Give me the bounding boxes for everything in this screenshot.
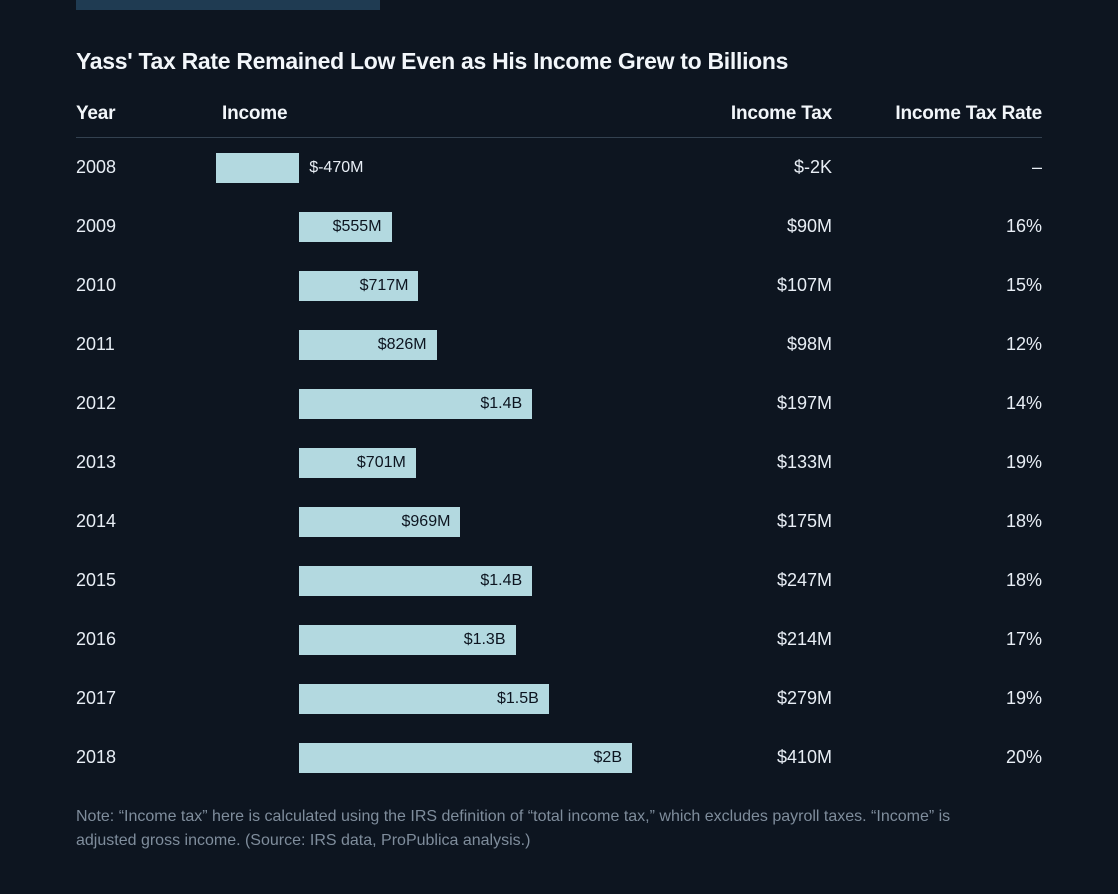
table-row: 2016 $1.3B $214M17% [76,610,1042,669]
income-table: Year Income Income Tax Income Tax Rate 2… [76,103,1042,787]
cell-income-tax: $175M [632,511,832,532]
income-bar: $2B [299,743,632,773]
income-bar: $1.5B [299,684,549,714]
cell-income-tax: $90M [632,216,832,237]
income-bar-cell: $969M [216,507,632,537]
income-bar-label: $826M [378,336,427,354]
cell-year: 2011 [76,334,216,355]
table-row: 2012 $1.4B $197M14% [76,374,1042,433]
income-bar: $826M [299,330,436,360]
cell-income-tax: $197M [632,393,832,414]
income-bar-cell: $1.3B [216,625,632,655]
income-bar: $555M [299,212,391,242]
table-row: 2015 $1.4B $247M18% [76,551,1042,610]
cell-tax-rate: 18% [832,570,1042,591]
income-bar-cell: $555M [216,212,632,242]
cell-tax-rate: 20% [832,747,1042,768]
income-bar-cell: $701M [216,448,632,478]
income-bar-label: $1.4B [480,395,522,413]
table-row: 2018 $2B $410M20% [76,728,1042,787]
income-bar-cell: $1.5B [216,684,632,714]
cell-tax-rate: 16% [832,216,1042,237]
table-body: 2008$-470M$-2K–2009$555M$90M16%2010$717M… [76,138,1042,787]
table-row: 2008$-470M$-2K– [76,138,1042,197]
table-row: 2014 $969M $175M18% [76,492,1042,551]
cell-year: 2009 [76,216,216,237]
income-bar-label: $717M [360,277,409,295]
top-accent-bar [76,0,380,10]
income-bar-cell: $1.4B [216,566,632,596]
cell-tax-rate: 14% [832,393,1042,414]
cell-income-tax: $410M [632,747,832,768]
income-bar-cell: $-470M [216,153,632,183]
cell-year: 2014 [76,511,216,532]
cell-tax-rate: – [832,157,1042,178]
chart-container: Yass' Tax Rate Remained Low Even as His … [0,0,1118,853]
income-bar: $701M [299,448,416,478]
income-bar: $1.4B [299,389,532,419]
cell-tax-rate: 19% [832,688,1042,709]
income-bar: $1.4B [299,566,532,596]
chart-note: Note: “Income tax” here is calculated us… [76,805,996,853]
income-bar-cell: $826M [216,330,632,360]
income-bar: $717M [299,271,418,301]
table-row: 2009 $555M $90M16% [76,197,1042,256]
income-bar: $1.3B [299,625,515,655]
income-bar-label: $555M [333,218,382,236]
table-row: 2017 $1.5B $279M19% [76,669,1042,728]
cell-income-tax: $247M [632,570,832,591]
table-row: 2013 $701M $133M19% [76,433,1042,492]
cell-tax-rate: 12% [832,334,1042,355]
income-bar-label: $701M [357,454,406,472]
header-income: Income [216,103,632,125]
income-bar-cell: $2B [216,743,632,773]
income-bar-label: $-470M [309,159,363,177]
cell-year: 2018 [76,747,216,768]
cell-tax-rate: 18% [832,511,1042,532]
cell-year: 2015 [76,570,216,591]
cell-tax-rate: 19% [832,452,1042,473]
income-bar-cell: $717M [216,271,632,301]
header-rate: Income Tax Rate [832,103,1042,125]
income-bar-label: $1.5B [497,690,539,708]
income-bar: $-470M [216,153,299,183]
cell-income-tax: $214M [632,629,832,650]
cell-tax-rate: 17% [832,629,1042,650]
table-row: 2011 $826M $98M12% [76,315,1042,374]
cell-year: 2016 [76,629,216,650]
cell-tax-rate: 15% [832,275,1042,296]
chart-title: Yass' Tax Rate Remained Low Even as His … [76,48,1042,75]
cell-year: 2012 [76,393,216,414]
income-bar-label: $1.3B [464,631,506,649]
cell-income-tax: $98M [632,334,832,355]
cell-income-tax: $279M [632,688,832,709]
table-header-row: Year Income Income Tax Income Tax Rate [76,103,1042,138]
income-bar-label: $969M [402,513,451,531]
cell-year: 2013 [76,452,216,473]
income-bar-label: $2B [594,749,622,767]
income-bar-label: $1.4B [480,572,522,590]
cell-year: 2017 [76,688,216,709]
cell-year: 2008 [76,157,216,178]
cell-income-tax: $-2K [632,157,832,178]
cell-income-tax: $133M [632,452,832,473]
income-bar-cell: $1.4B [216,389,632,419]
cell-year: 2010 [76,275,216,296]
header-tax: Income Tax [632,103,832,125]
income-bar: $969M [299,507,460,537]
header-year: Year [76,103,216,125]
table-row: 2010 $717M $107M15% [76,256,1042,315]
cell-income-tax: $107M [632,275,832,296]
